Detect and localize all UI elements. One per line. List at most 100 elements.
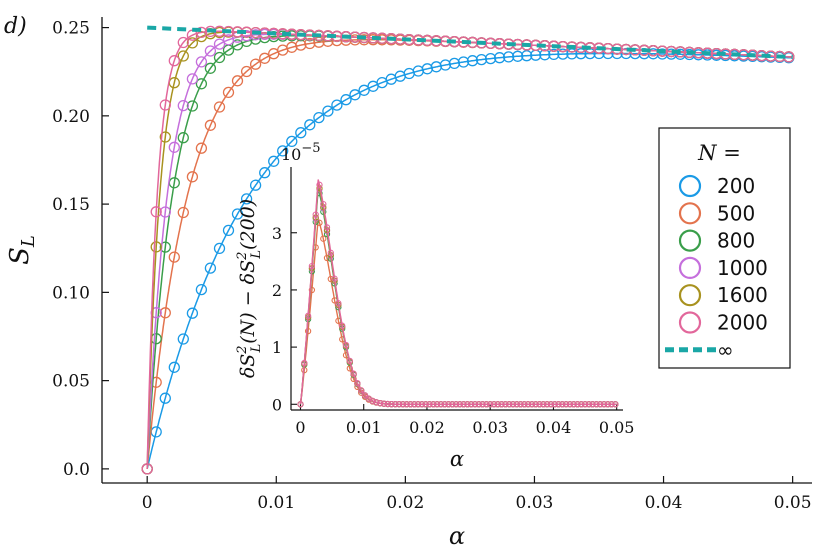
main-x-tick-label: 0.05 [774, 493, 812, 513]
data-point-1000 [177, 99, 189, 112]
data-point-2000 [159, 99, 171, 111]
inset-data-point-2000 [597, 401, 604, 408]
main-y-tick-label: 0.20 [52, 107, 90, 127]
inset-x-tick-label: 0.03 [472, 418, 508, 437]
data-point-500 [240, 65, 253, 78]
legend-entry: 500 [678, 201, 755, 225]
inset-data-point-2000 [547, 401, 555, 408]
data-point-200 [331, 99, 343, 111]
data-point-200 [457, 56, 470, 68]
inset-data-point-2000 [600, 401, 608, 408]
main-x-tick-label: 0.02 [386, 493, 424, 513]
main-x-tick-label: 0 [142, 493, 153, 513]
main-y-tick-label: 0.05 [52, 372, 90, 392]
main-curves [141, 25, 795, 475]
legend-swatch-marker [678, 284, 702, 307]
inset-data-point-2000 [411, 401, 418, 408]
inset-y-label-arg: (200) [237, 199, 259, 250]
inset-data-point-500 [316, 219, 323, 226]
inset-x-tick-label: 0.05 [599, 418, 635, 437]
main-x-tick-label: 0.03 [516, 493, 554, 513]
inset-background [291, 167, 623, 410]
inset-data-point-2000 [335, 300, 342, 307]
inset-data-point-2000 [532, 401, 539, 408]
legend-label: 200 [717, 174, 755, 198]
data-point-200 [358, 84, 370, 96]
inset-data-point-2000 [346, 357, 353, 365]
data-point-1600 [186, 37, 199, 49]
data-point-1600 [177, 50, 189, 62]
inset-y-tick-label: 3 [272, 224, 282, 243]
inset-data-point-2000 [490, 401, 498, 408]
legend: N = 200 500 800 1000 1600 2000 ∞ [658, 127, 791, 369]
legend-swatch-marker [678, 202, 702, 225]
inset-data-point-2000 [585, 401, 593, 408]
inset-y-label-arg: (N) [237, 312, 259, 343]
data-point-2000 [141, 463, 153, 475]
inset-data-point-2000 [422, 401, 429, 408]
inset-data-point-2000 [471, 401, 479, 408]
data-point-500 [195, 142, 208, 154]
inset-data-point-2000 [468, 401, 475, 408]
inset-data-point-2000 [494, 401, 501, 408]
data-point-200 [484, 52, 497, 65]
legend-label: 1000 [717, 256, 768, 280]
data-point-2000 [385, 33, 397, 45]
legend-label: 800 [717, 229, 755, 253]
legend-entry: ∞ [665, 338, 734, 362]
inset-data-point-2000 [361, 392, 369, 399]
data-point-200 [475, 53, 488, 66]
data-point-800 [213, 51, 226, 64]
series-line-infinity [147, 25, 793, 60]
data-point-800 [204, 62, 217, 74]
inset-data-point-2000 [350, 370, 357, 377]
inset-data-point-2000 [487, 401, 494, 408]
data-point-2000 [521, 39, 533, 51]
data-point-500 [222, 86, 235, 99]
legend-label: 500 [717, 201, 755, 225]
main-y-tick-label: 0.0 [63, 460, 90, 480]
main-y-axis-label-subscript: L [18, 235, 39, 248]
inset-data-point-2000 [320, 200, 327, 208]
inset-data-point-2000 [369, 397, 376, 405]
panel-label: d) [4, 14, 27, 39]
inset-data-point-2000 [388, 400, 395, 408]
data-point-1000 [204, 45, 217, 57]
data-point-200 [304, 119, 316, 131]
main-y-tick-label: 0.15 [52, 195, 90, 215]
inset-data-point-2000 [513, 401, 520, 408]
inset-data-point-2000 [543, 401, 551, 408]
inset-data-point-500 [308, 286, 316, 294]
data-point-800 [177, 132, 189, 144]
data-point-2000 [195, 26, 208, 39]
inset-data-point-2000 [460, 401, 467, 408]
inset-data-point-2000 [483, 401, 490, 408]
inset-x-tick-label: 0.01 [346, 418, 382, 437]
inset-data-point-2000 [407, 401, 414, 408]
legend-title: N = [697, 141, 741, 165]
inset-data-point-2000 [433, 401, 441, 408]
legend-label: ∞ [717, 338, 734, 362]
inset-data-point-2000 [604, 401, 611, 408]
data-point-1000 [195, 56, 208, 68]
inset-data-point-2000 [479, 401, 486, 408]
data-point-1000 [213, 38, 226, 50]
inset-y-label-sup: 2 [235, 252, 250, 261]
inset-data-point-2000 [498, 401, 505, 408]
inset-data-point-2000 [464, 401, 471, 408]
data-point-200 [548, 48, 560, 61]
legend-label: 2000 [717, 311, 768, 335]
data-point-200 [249, 179, 262, 191]
inset-data-point-2000 [339, 322, 346, 329]
inset-data-point-2000 [377, 400, 384, 407]
inset-data-point-2000 [392, 401, 399, 408]
data-point-1600 [150, 241, 162, 253]
data-point-500 [177, 206, 189, 219]
data-point-1000 [186, 73, 199, 85]
legend-label: 1600 [717, 283, 768, 307]
data-point-200 [439, 59, 452, 71]
inset-data-point-2000 [304, 312, 312, 319]
main-y-axis-label: SL [5, 235, 39, 265]
data-point-500 [259, 52, 271, 64]
